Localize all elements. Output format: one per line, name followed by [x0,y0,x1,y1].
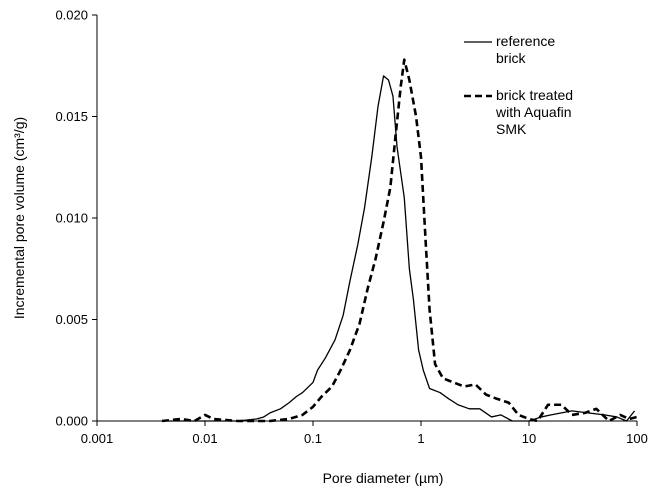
y-tick-label: 0.005 [55,312,88,327]
ticks: 0.001 0.01 0.1 1 10 100 0.000 0.005 0.010 0.015 0.… [55,8,647,447]
y-tick-label: 0.020 [55,8,88,23]
legend-label-1: reference [496,33,555,49]
y-tick-label: 0.000 [55,414,88,429]
x-tick-label: 10 [522,431,536,446]
legend-label-2: with Aquafin [495,104,572,120]
x-axis-title: Pore diameter (µm) [323,470,444,486]
x-tick-label: 0.001 [81,431,114,446]
x-tick-label: 0.1 [304,431,322,446]
legend-label-1: brick [496,50,527,66]
x-tick-label: 100 [626,431,648,446]
x-tick-label: 1 [417,431,424,446]
legend-label-2: brick treated [496,87,573,103]
legend-label-2: SMK [496,121,527,137]
series-lines [161,58,638,423]
y-tick-label: 0.010 [55,211,88,226]
series-line-1 [167,75,636,422]
x-tick-label: 0.01 [192,431,217,446]
y-tick-label: 0.015 [55,109,88,124]
axes [96,15,637,422]
y-axis-title: Incremental pore volume (cm³/g) [11,117,27,319]
